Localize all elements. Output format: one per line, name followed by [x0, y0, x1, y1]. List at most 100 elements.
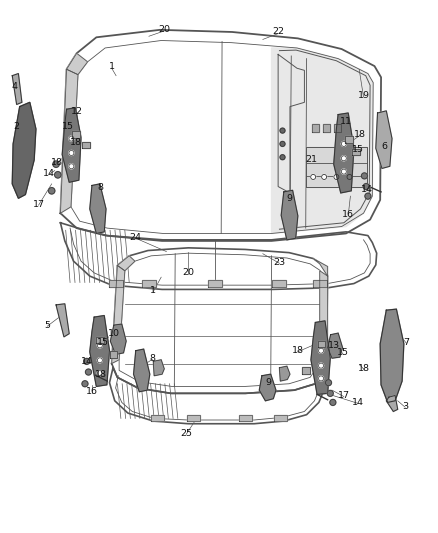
Polygon shape: [334, 124, 341, 132]
Text: 18: 18: [70, 138, 82, 147]
Text: 18: 18: [358, 365, 371, 373]
Circle shape: [341, 156, 346, 161]
Text: 10: 10: [108, 329, 120, 337]
Polygon shape: [380, 309, 404, 402]
Text: 18: 18: [95, 370, 107, 378]
Polygon shape: [345, 136, 353, 143]
Text: 7: 7: [403, 338, 410, 346]
Circle shape: [318, 376, 324, 381]
Text: 1: 1: [150, 286, 156, 295]
Text: 3: 3: [402, 402, 408, 410]
Text: 6: 6: [381, 142, 387, 151]
Polygon shape: [153, 360, 164, 376]
Text: 15: 15: [97, 338, 109, 347]
Circle shape: [280, 155, 285, 160]
Text: 14: 14: [81, 357, 93, 366]
Polygon shape: [320, 271, 328, 368]
Text: 21: 21: [305, 156, 317, 164]
Polygon shape: [112, 265, 125, 364]
Text: 8: 8: [98, 183, 104, 192]
Text: 15: 15: [337, 349, 349, 357]
Polygon shape: [109, 280, 123, 287]
Circle shape: [49, 188, 55, 194]
Polygon shape: [274, 415, 287, 421]
Text: 15: 15: [352, 145, 364, 154]
Text: 14: 14: [352, 398, 364, 407]
Circle shape: [325, 379, 332, 386]
Circle shape: [85, 369, 92, 375]
Polygon shape: [259, 374, 276, 401]
Polygon shape: [272, 48, 373, 233]
Circle shape: [97, 343, 102, 348]
Circle shape: [69, 136, 74, 141]
Text: 18: 18: [354, 130, 366, 139]
Circle shape: [55, 172, 61, 178]
Circle shape: [69, 164, 74, 169]
Circle shape: [69, 150, 74, 156]
Circle shape: [327, 390, 333, 397]
Polygon shape: [386, 395, 398, 411]
Polygon shape: [60, 69, 78, 213]
Circle shape: [321, 174, 327, 180]
Text: 22: 22: [272, 28, 284, 36]
Text: 20: 20: [158, 25, 170, 34]
Text: 1: 1: [109, 62, 115, 71]
Circle shape: [330, 399, 336, 406]
Text: 17: 17: [32, 200, 45, 208]
Polygon shape: [312, 124, 319, 132]
Polygon shape: [142, 280, 156, 287]
Circle shape: [280, 141, 285, 147]
Text: 5: 5: [44, 321, 50, 329]
Text: 14: 14: [361, 185, 373, 193]
Circle shape: [97, 370, 102, 376]
Text: 20: 20: [182, 269, 194, 277]
Text: 18: 18: [292, 346, 304, 355]
Circle shape: [84, 358, 90, 365]
Circle shape: [347, 174, 352, 180]
Text: 15: 15: [62, 123, 74, 131]
Polygon shape: [272, 280, 286, 287]
Polygon shape: [328, 333, 343, 358]
Text: 14: 14: [43, 169, 55, 177]
Polygon shape: [302, 367, 310, 374]
Polygon shape: [90, 184, 106, 233]
Polygon shape: [56, 304, 69, 337]
Text: 19: 19: [357, 92, 370, 100]
Text: 25: 25: [180, 429, 192, 438]
Polygon shape: [318, 341, 325, 347]
Circle shape: [363, 183, 369, 190]
Polygon shape: [110, 351, 117, 358]
Text: 23: 23: [273, 258, 286, 266]
Polygon shape: [239, 415, 252, 421]
Polygon shape: [376, 111, 392, 168]
Polygon shape: [306, 147, 367, 187]
Text: 4: 4: [11, 82, 18, 91]
Polygon shape: [12, 74, 22, 104]
Polygon shape: [281, 190, 298, 240]
Circle shape: [82, 381, 88, 387]
Circle shape: [365, 193, 371, 199]
Text: 16: 16: [86, 387, 98, 396]
Polygon shape: [151, 415, 164, 421]
Polygon shape: [67, 53, 88, 75]
Circle shape: [311, 174, 316, 180]
Text: 16: 16: [342, 210, 354, 219]
Circle shape: [53, 161, 59, 167]
Text: 2: 2: [14, 122, 20, 131]
Circle shape: [361, 173, 367, 179]
Polygon shape: [313, 259, 328, 276]
Polygon shape: [323, 124, 330, 132]
Polygon shape: [110, 324, 126, 354]
Polygon shape: [134, 349, 150, 392]
Polygon shape: [12, 102, 36, 198]
Polygon shape: [334, 113, 354, 193]
Polygon shape: [82, 142, 90, 148]
Polygon shape: [96, 337, 104, 343]
Text: 24: 24: [130, 233, 142, 241]
Text: 12: 12: [71, 108, 83, 116]
Polygon shape: [187, 415, 200, 421]
Text: 11: 11: [340, 117, 352, 126]
Circle shape: [341, 141, 346, 147]
Circle shape: [280, 128, 285, 133]
Polygon shape: [117, 256, 135, 271]
